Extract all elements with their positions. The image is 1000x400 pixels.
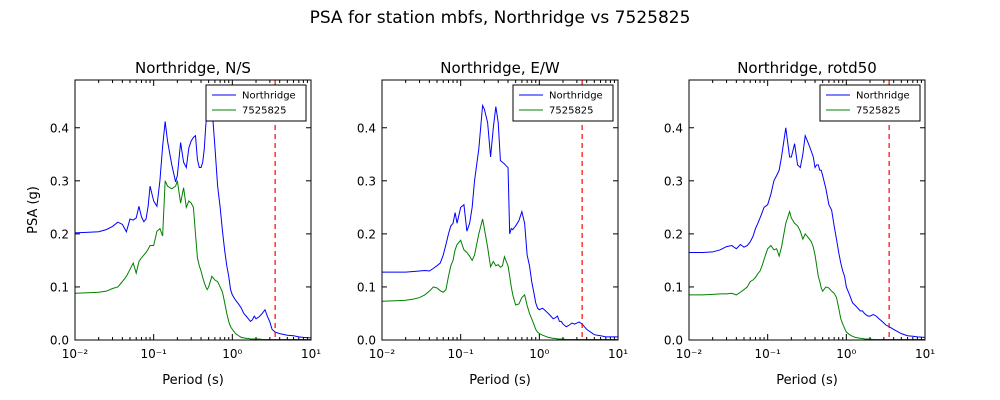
y-tick-label: 0.0 [357, 334, 376, 348]
y-tick-label: 0.4 [664, 121, 683, 135]
axes-frame [381, 79, 619, 341]
x-tick-label: 10⁻¹ [447, 347, 474, 361]
y-tick-label: 0.0 [664, 334, 683, 348]
y-tick-label: 0.2 [357, 227, 376, 241]
legend-label: Northridge [242, 91, 296, 102]
y-tick-label: 0.3 [50, 174, 69, 188]
y-tick-label: 0.2 [50, 227, 69, 241]
legend-label: 7525825 [856, 106, 901, 117]
series-line-northridge [689, 127, 925, 338]
x-tick-label: 10¹ [301, 347, 321, 361]
x-tick-label: 10⁻² [62, 347, 89, 361]
legend: Northridge 7525825 [205, 84, 307, 122]
legend-box [512, 84, 614, 122]
series-line-simulation [382, 218, 618, 340]
panel-title: Northridge, E/W [440, 59, 560, 77]
legend-label: Northridge [549, 91, 603, 102]
y-tick-label: 0.1 [664, 280, 683, 294]
legend-box [819, 84, 921, 122]
chart-panel-1: Northridge, N/S 0.0 0.1 0.2 0.3 0.4 10⁻² 10⁻¹ 10… [26, 59, 321, 388]
x-tick-label: 10⁻² [369, 347, 396, 361]
legend-label: 7525825 [242, 106, 287, 117]
x-tick-label: 10⁻² [676, 347, 703, 361]
panel-title: Northridge, N/S [135, 59, 251, 77]
x-tick-label: 10⁻¹ [140, 347, 167, 361]
legend-label: 7525825 [549, 106, 594, 117]
x-tick-label: 10¹ [608, 347, 628, 361]
y-tick-label: 0.1 [50, 280, 69, 294]
chart-panel-3: Northridge, rotd50 0.0 0.1 0.2 0.3 0.4 10⁻² 10⁻… [664, 59, 935, 388]
x-axis-label: Period (s) [469, 373, 531, 388]
x-tick-label: 10⁰ [529, 347, 549, 361]
y-tick-label: 0.0 [50, 334, 69, 348]
legend: Northridge 7525825 [512, 84, 614, 122]
y-tick-label: 0.1 [357, 280, 376, 294]
figure-suptitle: PSA for station mbfs, Northridge vs 7525… [310, 8, 691, 28]
x-tick-label: 10⁰ [222, 347, 242, 361]
legend: Northridge 7525825 [819, 84, 921, 122]
chart-panel-2: Northridge, E/W 0.0 0.1 0.2 0.3 0.4 10⁻² 10⁻¹ 10… [357, 59, 628, 388]
y-tick-label: 0.3 [357, 174, 376, 188]
y-tick-label: 0.4 [50, 121, 69, 135]
axes-frame [74, 79, 312, 341]
x-axis-label: Period (s) [776, 373, 838, 388]
legend-box [205, 84, 307, 122]
x-tick-label: 10¹ [915, 347, 935, 361]
series-line-northridge [382, 103, 618, 338]
y-tick-label: 0.4 [357, 121, 376, 135]
x-tick-label: 10⁰ [836, 347, 856, 361]
series-line-northridge [75, 98, 311, 339]
y-axis-label: PSA (g) [26, 186, 41, 234]
series-line-simulation [75, 180, 311, 340]
x-tick-label: 10⁻¹ [754, 347, 781, 361]
panel-title: Northridge, rotd50 [737, 59, 877, 77]
y-tick-label: 0.2 [664, 227, 683, 241]
y-tick-label: 0.3 [664, 174, 683, 188]
chart-panels: Northridge, N/S 0.0 0.1 0.2 0.3 0.4 10⁻² 10⁻¹ 10… [26, 59, 935, 388]
series-line-simulation [689, 209, 925, 340]
axes-frame [688, 79, 926, 341]
x-axis-label: Period (s) [162, 373, 224, 388]
legend-label: Northridge [856, 91, 910, 102]
